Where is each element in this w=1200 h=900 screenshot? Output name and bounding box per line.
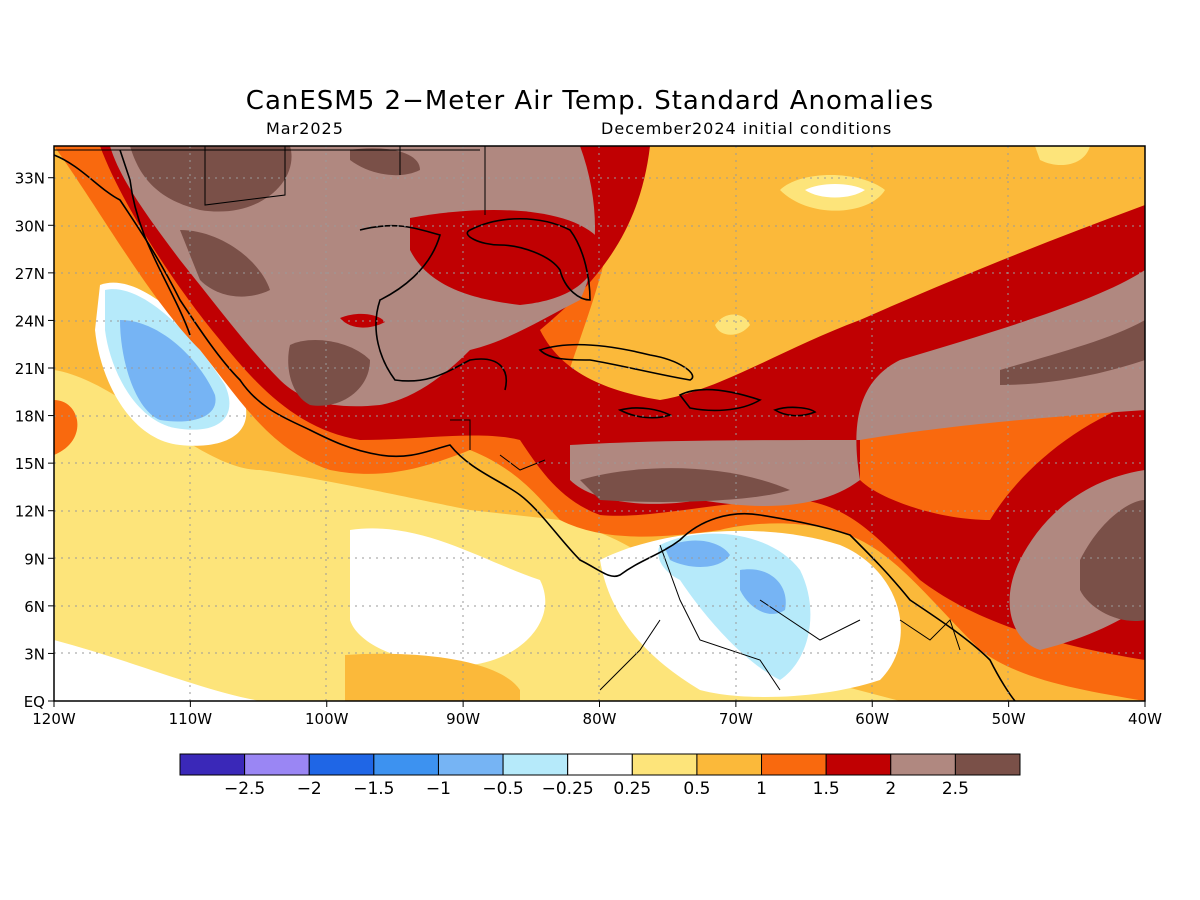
colorbar-swatch bbox=[179, 753, 246, 776]
valid-month-label: Mar2025 bbox=[266, 119, 344, 138]
anomaly-field-above-2.5-caribbean bbox=[580, 468, 790, 502]
colorbar-swatch bbox=[567, 753, 633, 776]
coastlines bbox=[54, 149, 1016, 701]
colorbar-swatch bbox=[890, 753, 956, 776]
anomaly-field-0.25-0.5-ne bbox=[1035, 146, 1090, 166]
colorbar-swatch bbox=[244, 753, 310, 776]
y-tick-label: 15N bbox=[15, 455, 45, 473]
colorbar-swatch bbox=[502, 753, 569, 776]
x-tick-label: 60W bbox=[855, 710, 889, 728]
x-axis: 120W 110W 100W 90W 80W 70W 60W 50W 40W bbox=[32, 701, 1162, 728]
anomaly-field-1.5-2-gulf bbox=[410, 210, 600, 305]
anomaly-field-above-2.5-mexico bbox=[180, 230, 270, 297]
x-tick-label: 90W bbox=[446, 710, 480, 728]
anomaly-field-above-2.5-southeast bbox=[1080, 500, 1145, 621]
x-tick-label: 70W bbox=[719, 710, 753, 728]
colorbar-label: 1 bbox=[756, 779, 767, 799]
colorbar-swatch bbox=[631, 753, 698, 776]
anomaly-field-0.5-1-atlantic bbox=[560, 146, 1145, 424]
colorbar-label: 0.25 bbox=[613, 779, 651, 799]
colorbar-label: 0.5 bbox=[683, 779, 710, 799]
colorbar-swatch bbox=[373, 753, 439, 776]
colorbar-swatch bbox=[954, 753, 1021, 776]
colorbar-label: −2.5 bbox=[224, 779, 265, 799]
colorbar-label: 1.5 bbox=[813, 779, 840, 799]
anomaly-field-above-2.5-north bbox=[130, 146, 292, 212]
y-tick-label: 12N bbox=[15, 503, 45, 521]
x-tick-label: 50W bbox=[992, 710, 1026, 728]
map-title: CanESM5 2−Meter Air Temp. Standard Anoma… bbox=[245, 86, 935, 116]
colorbar-label: −0.25 bbox=[542, 779, 594, 799]
x-tick-label: 40W bbox=[1128, 710, 1162, 728]
y-tick-label: EQ bbox=[24, 693, 45, 711]
x-tick-label: 100W bbox=[305, 710, 349, 728]
colorbar: −2.5 −2 −1.5 −1 −0.5 −0.25 0.25 0.5 1 1.5 2 2.5 bbox=[179, 753, 1021, 799]
init-conditions-label: December2024 initial conditions bbox=[601, 119, 893, 138]
y-axis: EQ 3N 6N 9N 12N 15N 18N 21N 24N 27N 30N 33N bbox=[15, 170, 54, 711]
colorbar-swatch bbox=[761, 753, 827, 776]
colorbar-label: −1 bbox=[426, 779, 451, 799]
y-tick-label: 18N bbox=[15, 408, 45, 426]
colorbar-label: −1.5 bbox=[353, 779, 394, 799]
colorbar-label: −2 bbox=[297, 779, 322, 799]
country-borders bbox=[54, 146, 961, 691]
x-tick-label: 80W bbox=[583, 710, 617, 728]
anomaly-field-1-1.5-west bbox=[54, 400, 78, 455]
anomaly-field-near-zero-west bbox=[54, 640, 260, 701]
anomaly-map bbox=[54, 146, 1145, 701]
colorbar-swatch bbox=[825, 753, 892, 776]
anomaly-field-above-2.5-southern-mexico bbox=[288, 340, 370, 406]
anomaly-field-2-2.5-caribbean bbox=[570, 270, 1145, 650]
colorbar-swatch bbox=[696, 753, 763, 776]
colorbar-swatch bbox=[437, 753, 504, 776]
colorbar-swatch bbox=[308, 753, 375, 776]
anomaly-field-minus-0.5-baja bbox=[120, 320, 216, 422]
colorbar-label: −0.5 bbox=[482, 779, 523, 799]
graticule bbox=[54, 146, 1145, 701]
anomaly-field-negative-venezuela bbox=[658, 533, 811, 680]
anomaly-field-0.25-0.5-bahamas bbox=[715, 314, 750, 335]
y-tick-label: 30N bbox=[15, 217, 45, 235]
anomaly-field-near-zero-atlantic bbox=[805, 184, 865, 198]
y-tick-label: 27N bbox=[15, 265, 45, 283]
y-tick-label: 9N bbox=[24, 550, 45, 568]
y-tick-label: 3N bbox=[24, 645, 45, 663]
anomaly-field-near-zero-central bbox=[350, 528, 546, 666]
anomaly-field-minus-0.5-venezuela bbox=[665, 540, 730, 567]
anomaly-field-0.5-1-south bbox=[345, 653, 520, 701]
x-tick-label: 120W bbox=[32, 710, 76, 728]
anomaly-field-above-2.5-atlantic bbox=[1000, 320, 1145, 385]
y-tick-label: 6N bbox=[24, 598, 45, 616]
anomaly-field-above-2.5-us bbox=[350, 148, 420, 176]
y-tick-label: 21N bbox=[15, 360, 45, 378]
colorbar-label: 2.5 bbox=[942, 779, 969, 799]
y-tick-label: 24N bbox=[15, 312, 45, 330]
colorbar-label: 2 bbox=[885, 779, 896, 799]
x-tick-label: 110W bbox=[169, 710, 213, 728]
anomaly-field-minus-0.5-colombia bbox=[740, 569, 786, 614]
y-tick-label: 33N bbox=[15, 170, 45, 188]
